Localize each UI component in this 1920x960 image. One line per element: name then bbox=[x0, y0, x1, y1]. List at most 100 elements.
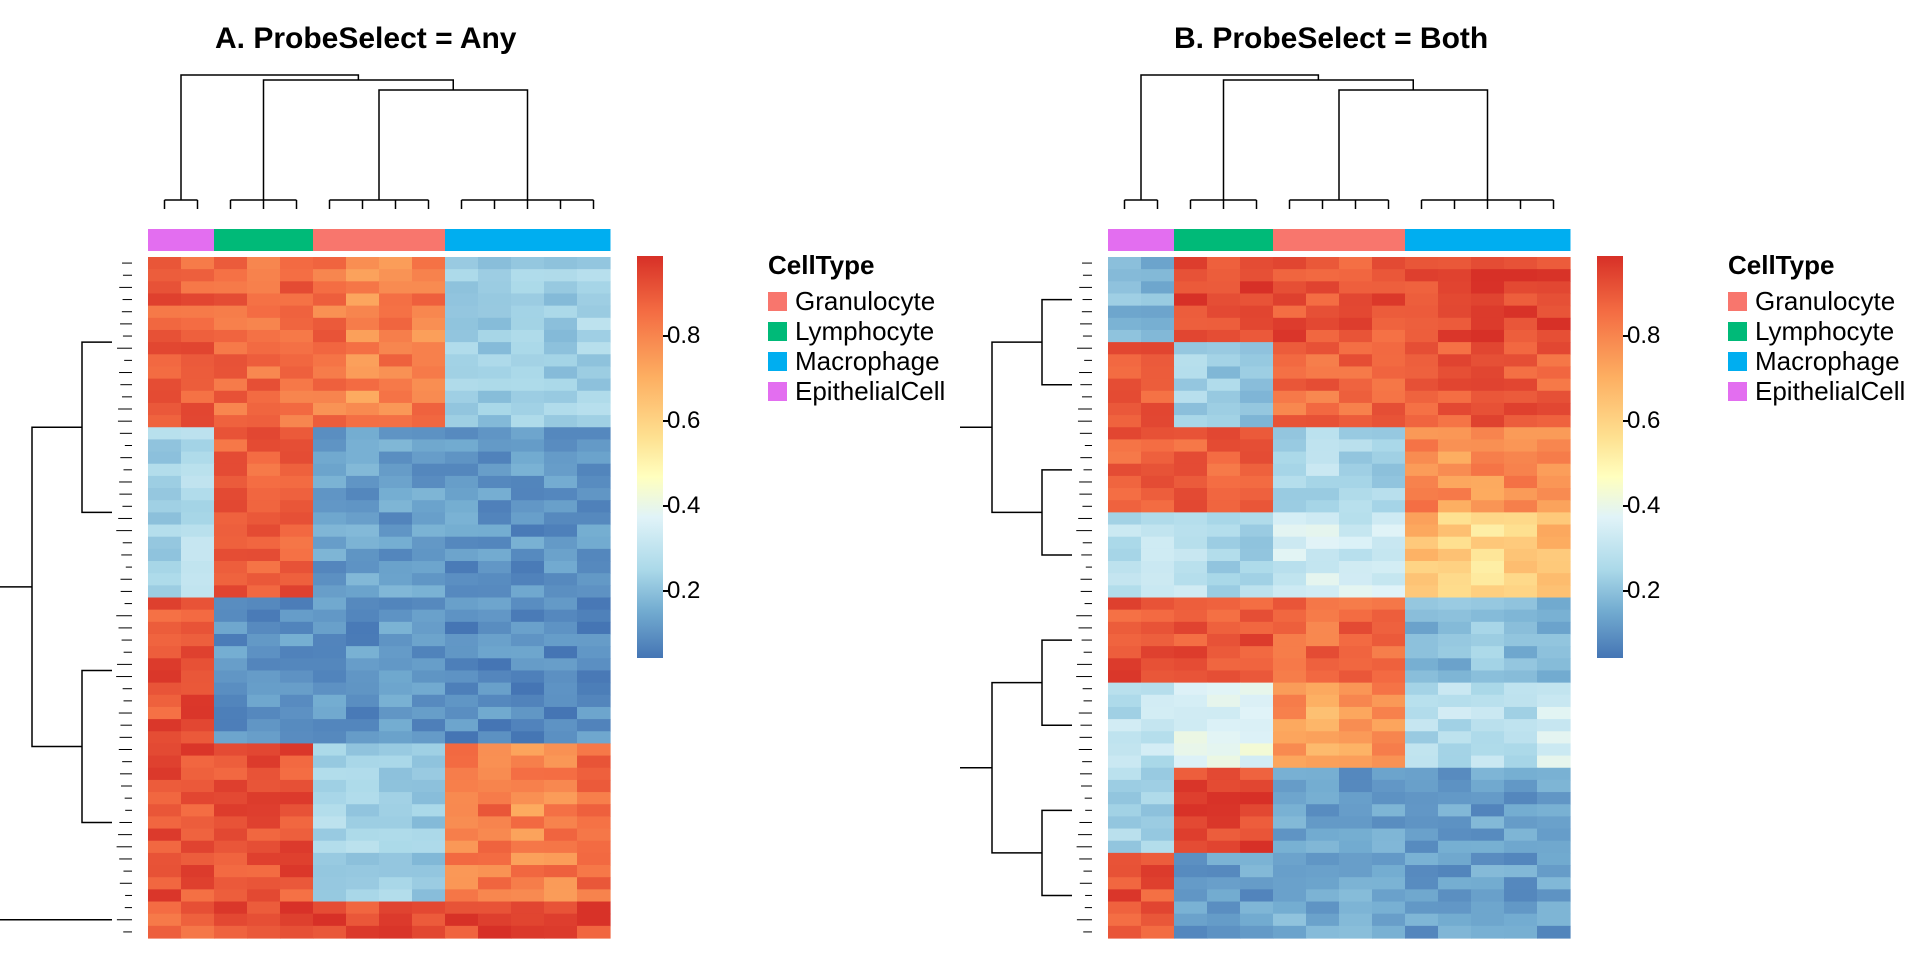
heatmap-cell bbox=[181, 512, 215, 526]
heatmap-cell bbox=[1504, 597, 1538, 611]
colorbar-tick bbox=[663, 590, 669, 592]
heatmap-cell bbox=[412, 889, 446, 903]
heatmap-cell bbox=[1141, 269, 1175, 282]
heatmap-cell bbox=[1438, 281, 1472, 295]
heatmap-cell bbox=[1339, 633, 1373, 647]
heatmap-cell bbox=[1273, 354, 1307, 368]
heatmap-cell bbox=[577, 706, 611, 720]
heatmap-cell bbox=[247, 877, 281, 890]
heatmap-cell bbox=[1504, 828, 1538, 842]
heatmap-cell bbox=[478, 828, 512, 842]
heatmap-cell bbox=[1438, 877, 1472, 890]
heatmap-cell bbox=[577, 755, 611, 769]
heatmap-cell bbox=[1438, 585, 1472, 599]
panel-title: B. ProbeSelect = Both bbox=[1174, 22, 1489, 55]
heatmap-cell bbox=[1339, 925, 1373, 939]
heatmap-cell bbox=[1141, 500, 1175, 513]
heatmap-cell bbox=[1471, 488, 1505, 501]
heatmap-cell bbox=[1537, 755, 1571, 769]
heatmap-cell bbox=[478, 573, 512, 586]
heatmap-cell bbox=[1537, 366, 1571, 380]
heatmap-cell bbox=[445, 804, 479, 817]
heatmap-cell bbox=[148, 475, 182, 489]
heatmap-cell bbox=[313, 658, 347, 672]
heatmap-cell bbox=[1504, 877, 1538, 890]
heatmap-cell bbox=[1240, 378, 1274, 392]
heatmap-cell bbox=[1372, 585, 1406, 599]
heatmap-cell bbox=[1537, 451, 1571, 465]
heatmap-cell bbox=[1174, 354, 1208, 368]
annotation-cell bbox=[247, 229, 281, 251]
heatmap-cell bbox=[313, 852, 347, 866]
heatmap-cell bbox=[280, 913, 314, 927]
heatmap-cell bbox=[346, 439, 380, 453]
heatmap-cell bbox=[478, 694, 512, 708]
heatmap-cell bbox=[1174, 913, 1208, 927]
heatmap-cell bbox=[313, 415, 347, 428]
heatmap-cell bbox=[346, 694, 380, 708]
colorbar: 0.8 0.6 0.4 0.2 bbox=[637, 256, 700, 658]
heatmap-cell bbox=[1471, 451, 1505, 465]
heatmap-cell bbox=[577, 561, 611, 574]
heatmap-cell bbox=[1141, 439, 1175, 453]
heatmap-cell bbox=[247, 889, 281, 903]
heatmap-cell bbox=[1174, 633, 1208, 647]
heatmap-cell bbox=[1405, 816, 1439, 830]
heatmap-cell bbox=[1438, 658, 1472, 672]
heatmap-cell bbox=[280, 415, 314, 428]
heatmap-cell bbox=[1537, 269, 1571, 282]
heatmap-cell bbox=[478, 366, 512, 380]
annotation-cell bbox=[445, 229, 479, 251]
heatmap-cell bbox=[1471, 646, 1505, 659]
heatmap-cell bbox=[1108, 378, 1142, 392]
heatmap-cell bbox=[1174, 536, 1208, 550]
heatmap-cell bbox=[1108, 816, 1142, 830]
heatmap-cell bbox=[445, 500, 479, 513]
heatmap-cell bbox=[247, 342, 281, 355]
heatmap-cell bbox=[214, 293, 248, 307]
heatmap-cell bbox=[511, 475, 545, 489]
heatmap-cell bbox=[313, 573, 347, 586]
heatmap-cell bbox=[1306, 488, 1340, 501]
heatmap-cell bbox=[1372, 475, 1406, 489]
heatmap-cell bbox=[478, 633, 512, 647]
heatmap-cell bbox=[1537, 646, 1571, 659]
heatmap-cell bbox=[445, 670, 479, 684]
heatmap-cell bbox=[346, 597, 380, 611]
heatmap-cell bbox=[577, 281, 611, 295]
heatmap-cell bbox=[511, 828, 545, 842]
heatmap-cell bbox=[1306, 889, 1340, 903]
heatmap-cell bbox=[181, 804, 215, 817]
heatmap-cell bbox=[1273, 281, 1307, 295]
heatmap-cell bbox=[478, 463, 512, 477]
heatmap-cell bbox=[544, 536, 578, 550]
heatmap-cell bbox=[1405, 342, 1439, 355]
heatmap-cell bbox=[1438, 670, 1472, 684]
heatmap-cell bbox=[346, 329, 380, 343]
celltype-legend: CellType Granulocyte Lymphocyte Macropha… bbox=[768, 250, 945, 406]
heatmap-cell bbox=[1108, 390, 1142, 404]
heatmap-cell bbox=[1504, 852, 1538, 866]
heatmap-cell bbox=[247, 427, 281, 441]
heatmap-cell bbox=[478, 658, 512, 672]
heatmap-cell bbox=[1240, 317, 1274, 331]
heatmap-cell bbox=[445, 257, 479, 270]
heatmap-cell bbox=[313, 475, 347, 489]
row-dendrogram-branch bbox=[1041, 298, 1072, 386]
heatmap-cell bbox=[478, 877, 512, 890]
heatmap-cell bbox=[1471, 719, 1505, 732]
heatmap-cell bbox=[544, 585, 578, 599]
heatmap-cell bbox=[511, 925, 545, 939]
heatmap-cell bbox=[412, 354, 446, 368]
heatmap-cell bbox=[1372, 317, 1406, 331]
heatmap-cell bbox=[148, 354, 182, 368]
heatmap-cell bbox=[445, 451, 479, 465]
heatmap-cell bbox=[511, 524, 545, 538]
heatmap-cell bbox=[148, 488, 182, 501]
heatmap-cell bbox=[1306, 500, 1340, 513]
heatmap-cell bbox=[1273, 658, 1307, 672]
heatmap-cell bbox=[1240, 731, 1274, 745]
heatmap-cell bbox=[1273, 682, 1307, 696]
heatmap-cell bbox=[478, 512, 512, 526]
heatmap-cell bbox=[1240, 305, 1274, 319]
